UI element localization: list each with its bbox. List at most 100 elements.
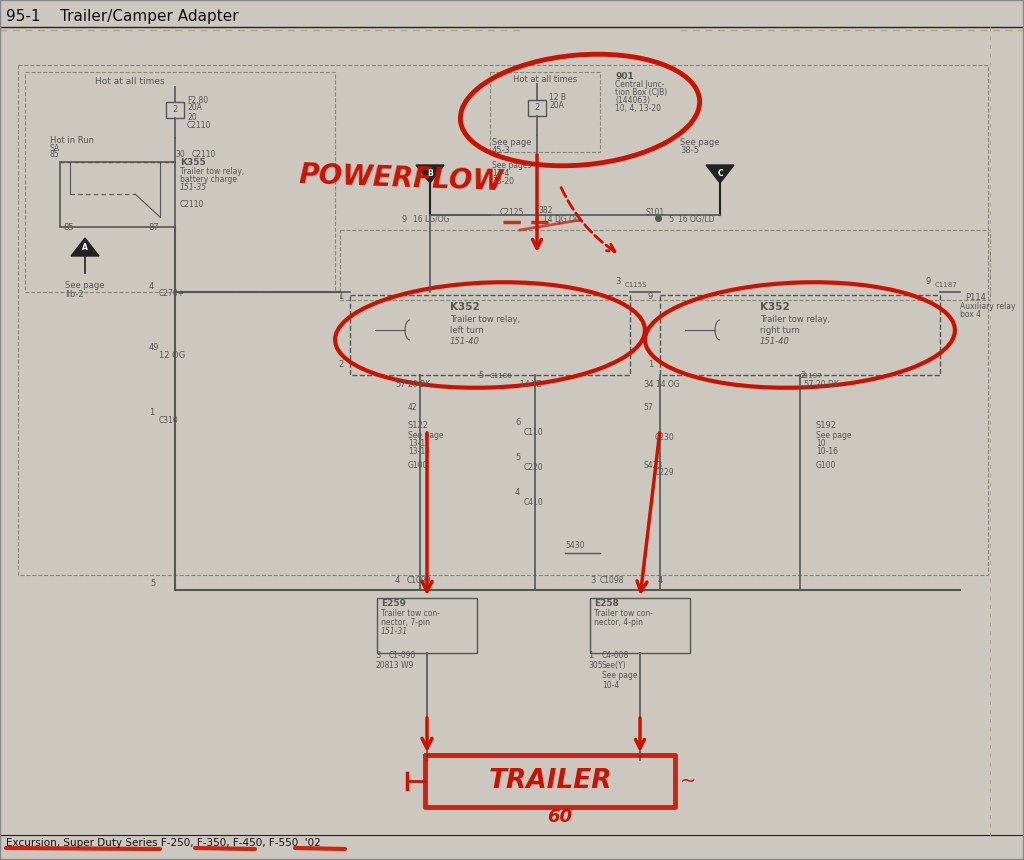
Text: IIb-2: IIb-2	[65, 290, 84, 299]
Text: right turn: right turn	[760, 326, 800, 335]
Text: Trailer tow con-: Trailer tow con-	[594, 609, 653, 618]
FancyBboxPatch shape	[528, 100, 546, 116]
Text: Hot at all times: Hot at all times	[95, 77, 165, 86]
Text: nector, 7-pin: nector, 7-pin	[381, 618, 430, 627]
Text: A: A	[82, 243, 88, 253]
Text: 9: 9	[648, 292, 653, 301]
Text: S122: S122	[408, 421, 429, 430]
Text: 2: 2	[172, 106, 177, 114]
Text: 1: 1	[648, 360, 653, 369]
Text: 13 W9: 13 W9	[389, 661, 414, 670]
Text: nector, 4-pin: nector, 4-pin	[594, 618, 643, 627]
Text: 1: 1	[338, 292, 343, 301]
Text: C115S: C115S	[625, 282, 647, 288]
Text: See(Y): See(Y)	[602, 661, 627, 670]
Text: C1099: C1099	[407, 576, 432, 585]
Text: E258: E258	[594, 599, 618, 608]
Text: 12 OG: 12 OG	[159, 351, 185, 360]
Text: 151-40: 151-40	[450, 337, 480, 346]
Text: C2110: C2110	[187, 121, 211, 130]
Text: C310: C310	[159, 416, 179, 425]
Text: 30: 30	[175, 150, 184, 159]
Text: S101: S101	[645, 208, 665, 217]
Text: C1-090: C1-090	[389, 651, 417, 660]
Text: See page: See page	[408, 431, 443, 440]
Text: Excursion, Super Duty Series F-250, F-350, F-450, F-550  '02: Excursion, Super Duty Series F-250, F-35…	[6, 838, 321, 848]
FancyBboxPatch shape	[60, 162, 175, 227]
Text: 20 BK: 20 BK	[408, 380, 430, 389]
Text: POWERFLOW: POWERFLOW	[298, 161, 504, 196]
Text: 6: 6	[515, 418, 520, 427]
Text: 13-4: 13-4	[492, 169, 509, 178]
Text: C1187: C1187	[935, 282, 957, 288]
Text: 57: 57	[395, 380, 406, 389]
Text: C4-008: C4-008	[602, 651, 630, 660]
Text: E259: E259	[381, 599, 406, 608]
Text: 85: 85	[63, 223, 74, 232]
Text: C220: C220	[524, 463, 544, 472]
Text: 5: 5	[478, 371, 483, 380]
Text: ~: ~	[680, 771, 696, 790]
Text: 3: 3	[615, 277, 621, 286]
Text: C2125: C2125	[500, 208, 524, 217]
Text: Hot at all times: Hot at all times	[513, 75, 578, 84]
Polygon shape	[71, 238, 99, 256]
Text: Trailer tow relay,: Trailer tow relay,	[760, 315, 830, 324]
Text: S423: S423	[643, 461, 663, 470]
Text: 87: 87	[148, 223, 159, 232]
Text: P114: P114	[965, 293, 986, 302]
Text: 13-13: 13-13	[408, 447, 430, 456]
Text: 151-35: 151-35	[180, 183, 207, 192]
Text: 16 LG/OG: 16 LG/OG	[413, 215, 450, 224]
Text: 49: 49	[150, 343, 160, 352]
Text: 20: 20	[187, 113, 197, 122]
FancyBboxPatch shape	[166, 102, 184, 118]
Text: C2110: C2110	[180, 200, 205, 209]
Text: 20 DK: 20 DK	[816, 380, 839, 389]
Text: Trailer tow relay,: Trailer tow relay,	[180, 167, 245, 176]
Text: 10-16: 10-16	[816, 447, 838, 456]
Text: 9: 9	[925, 277, 930, 286]
Text: 13-20: 13-20	[492, 177, 514, 186]
Text: 5: 5	[150, 579, 156, 588]
Text: 12 B: 12 B	[549, 93, 566, 102]
Text: 2: 2	[535, 103, 540, 113]
Text: 1: 1	[588, 651, 593, 660]
Text: 10-4: 10-4	[602, 681, 620, 690]
Text: 151-40: 151-40	[760, 337, 790, 346]
Text: 4: 4	[515, 488, 520, 497]
Text: 3: 3	[375, 651, 380, 660]
Text: 14 OG: 14 OG	[656, 380, 680, 389]
Text: 4: 4	[150, 282, 155, 291]
Text: box 4: box 4	[961, 310, 981, 319]
Text: See page: See page	[680, 138, 720, 147]
Text: 20A: 20A	[549, 101, 564, 110]
Text: left turn: left turn	[450, 326, 483, 335]
Text: C270+: C270+	[159, 289, 185, 298]
Text: Auxiliary relay: Auxiliary relay	[961, 302, 1016, 311]
Text: C1197: C1197	[800, 373, 822, 379]
Text: See page: See page	[492, 138, 531, 147]
Text: 42: 42	[408, 403, 418, 412]
Text: Trailer tow relay,: Trailer tow relay,	[450, 315, 520, 324]
Text: See page: See page	[65, 281, 104, 290]
Text: 60: 60	[548, 808, 572, 826]
Text: C2110: C2110	[193, 150, 216, 159]
Text: 57: 57	[803, 380, 814, 389]
Text: 9: 9	[402, 215, 408, 224]
Text: C110: C110	[524, 428, 544, 437]
Polygon shape	[416, 165, 444, 183]
Text: 151-31: 151-31	[381, 627, 409, 636]
Text: 4: 4	[658, 576, 664, 585]
Text: 13-1: 13-1	[408, 439, 425, 448]
Text: (144063): (144063)	[615, 96, 650, 105]
Text: Hot in Run: Hot in Run	[50, 136, 94, 145]
Text: 10, 4, 13-20: 10, 4, 13-20	[615, 104, 662, 113]
Text: F2,80: F2,80	[187, 96, 208, 105]
Text: TRAILER: TRAILER	[488, 768, 611, 794]
Text: SA: SA	[50, 144, 60, 153]
Text: Central Junc-: Central Junc-	[615, 80, 665, 89]
Text: See pages: See pages	[492, 161, 531, 170]
Text: 57: 57	[643, 403, 652, 412]
Text: tion Box (CJB): tion Box (CJB)	[615, 88, 668, 97]
